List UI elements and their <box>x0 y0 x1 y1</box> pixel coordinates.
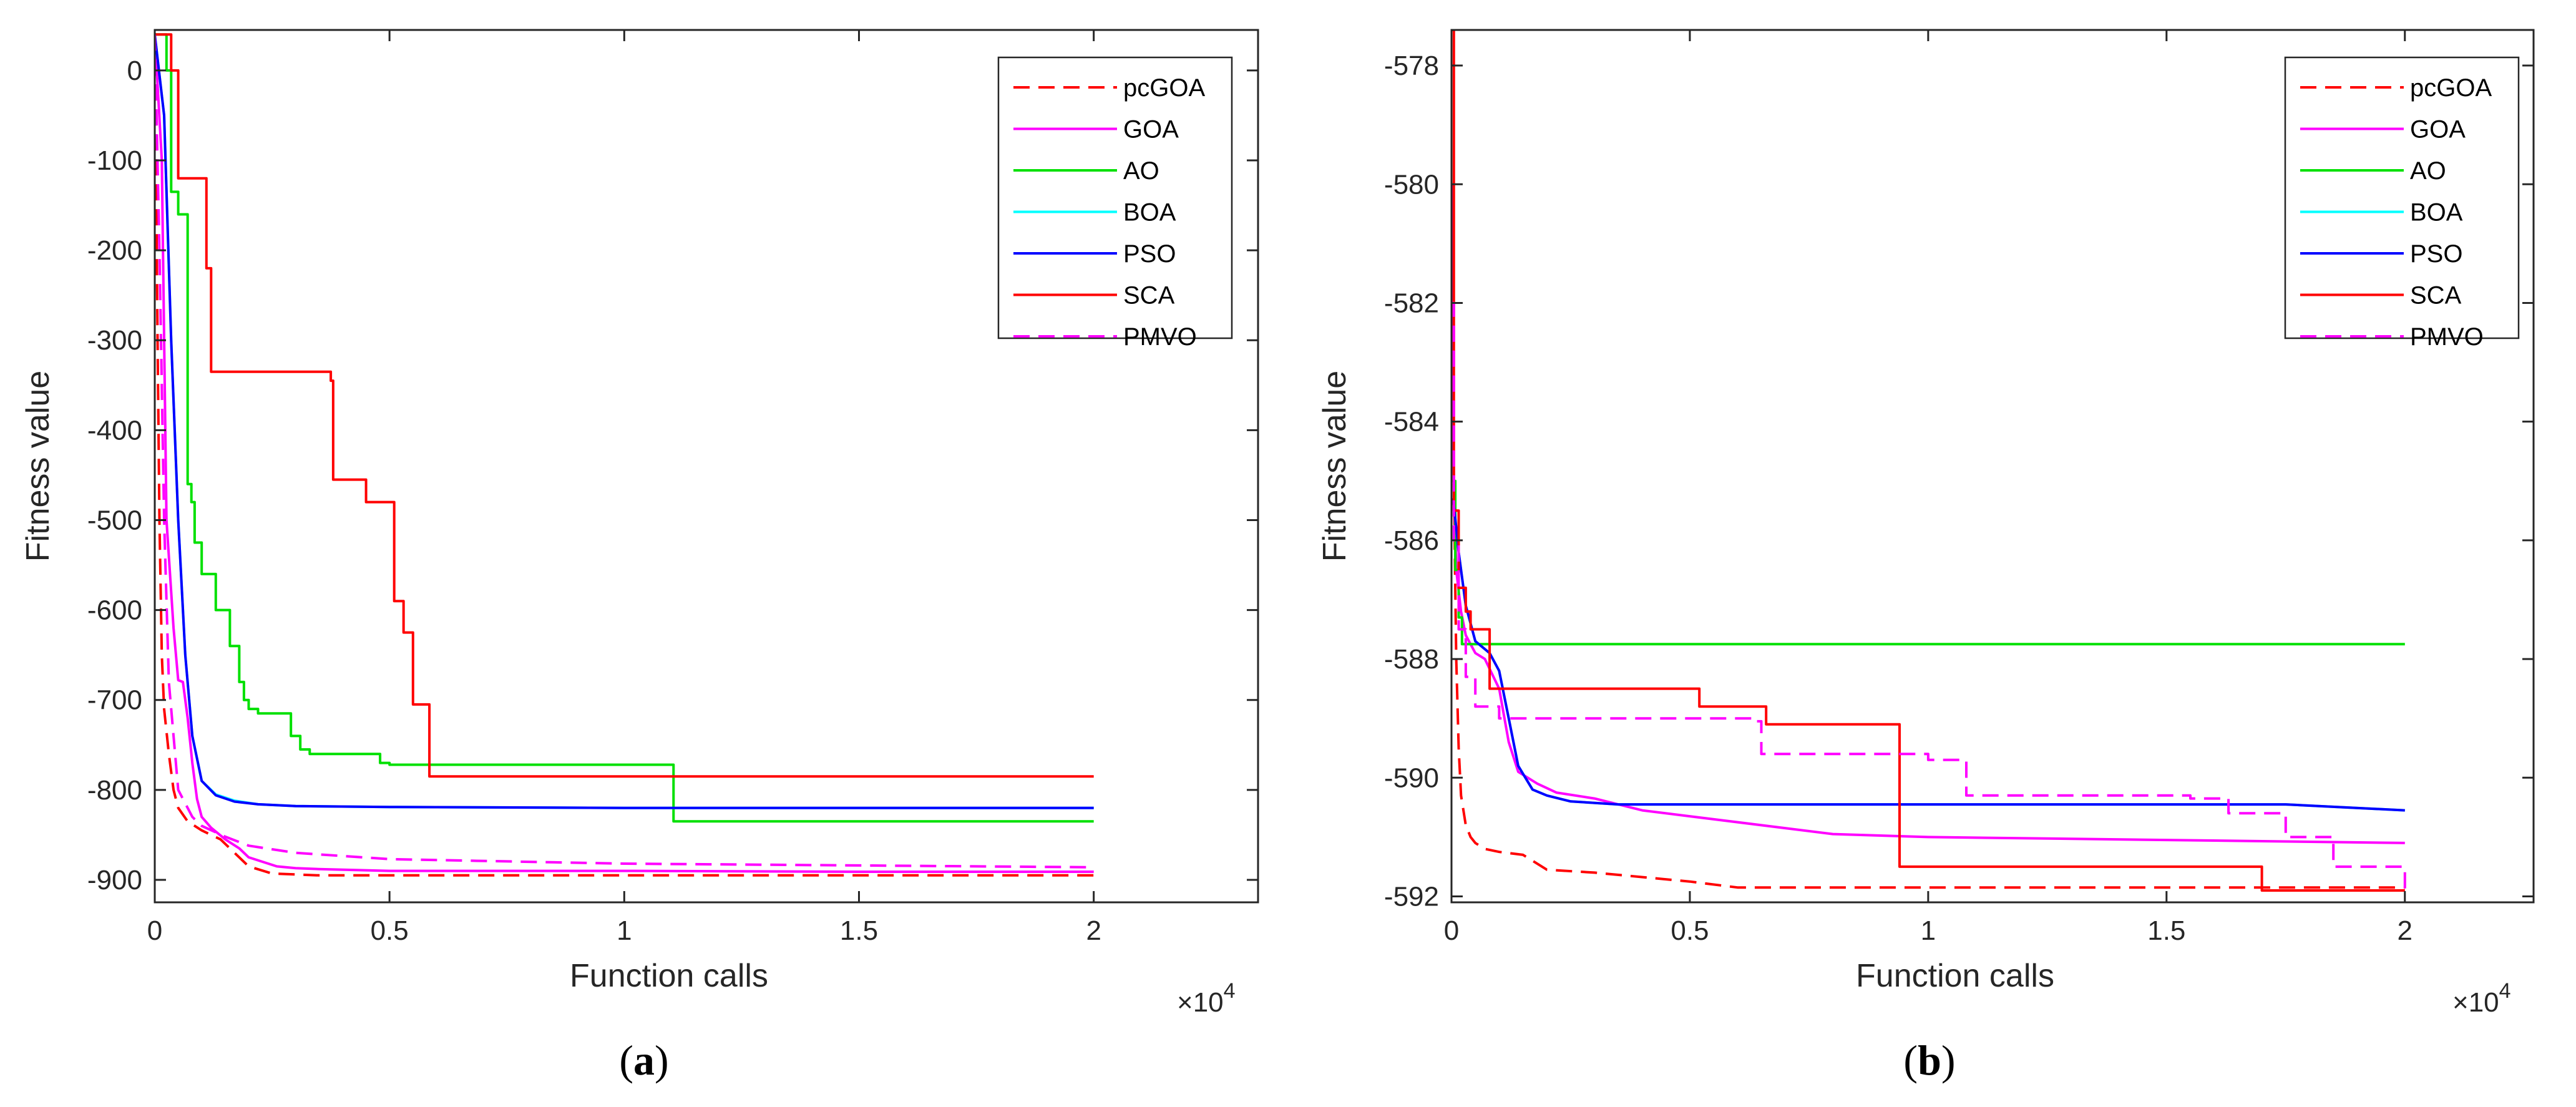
legend-label-pmvo: PMVO <box>1123 323 1197 351</box>
legend-label-pmvo: PMVO <box>2410 323 2484 351</box>
legend-label-pcgoa: pcGOA <box>2410 74 2492 102</box>
chart-b: 0 0.5 1 1.5 2 -578 -580 -582 -584 -586 -588 -590 -59… <box>1317 29 2535 1018</box>
x-tick-label: 2 <box>1086 915 1101 946</box>
x-tick-label: 2 <box>2398 915 2413 946</box>
y-tick-label: -200 <box>87 235 142 266</box>
x-tick-label: 1 <box>1921 915 1936 946</box>
series-group <box>1451 30 2406 892</box>
y-tick-label: -800 <box>87 775 142 806</box>
multiplier-exponent: 4 <box>1224 979 1236 1003</box>
x-axis-label: Function calls <box>1856 958 2054 994</box>
legend-label-ao: AO <box>2410 157 2446 185</box>
legend-label-pso: PSO <box>2410 240 2462 268</box>
legend-box <box>2284 56 2520 339</box>
legend-label-goa: GOA <box>1123 116 1179 144</box>
x-tick-label: 0 <box>147 915 162 946</box>
y-tick-label: -400 <box>87 415 142 446</box>
series-line-pcgoa <box>1451 184 2405 889</box>
legend-label-sca: SCA <box>2410 282 2462 310</box>
y-tick-label: -700 <box>87 685 142 716</box>
multiplier-base: ×10 <box>2452 987 2499 1018</box>
y-tick-label: -578 <box>1384 51 1439 81</box>
multiplier-exponent: 4 <box>2499 979 2511 1003</box>
chart-a: 0 0.5 1 1.5 2 0 -100 -200 -300 -400 -500 -600 -700 -8… <box>20 29 1259 1018</box>
y-tick-label: -592 <box>1384 881 1439 912</box>
y-tick-label: -100 <box>87 145 142 176</box>
y-tick-label: -580 <box>1384 169 1439 200</box>
y-tick-label: -586 <box>1384 525 1439 556</box>
y-tick-label: -582 <box>1384 288 1439 318</box>
y-tick-label: -500 <box>87 505 142 535</box>
y-tick-label: -584 <box>1384 407 1439 437</box>
series-group <box>155 33 1094 877</box>
y-tick-label: -900 <box>87 865 142 895</box>
axes-box <box>1450 29 2535 904</box>
legend-label-sca: SCA <box>1123 282 1175 310</box>
x-axis-multiplier: ×104 <box>1177 979 1236 1018</box>
x-tick-label: 0.5 <box>371 915 409 946</box>
x-tick-label: 1.5 <box>2147 915 2185 946</box>
x-tick-label: 0 <box>1444 915 1459 946</box>
legend-label-ao: AO <box>1123 157 1159 185</box>
series-line-pmvo <box>155 34 1094 869</box>
y-tick-label: -600 <box>87 595 142 626</box>
y-tick-label: 0 <box>127 56 142 86</box>
series-line-goa <box>1451 184 2405 844</box>
series-line-pcgoa <box>155 34 1094 877</box>
axes-box <box>154 29 1259 904</box>
caption-b: (b) <box>1903 1036 1956 1084</box>
series-line-pmvo <box>1451 301 2406 890</box>
legend-label-pcgoa: pcGOA <box>1123 74 1205 102</box>
legend: pcGOA GOA AO BOA PSO SCA PMVO <box>2284 56 2520 351</box>
x-tick-label: 1.5 <box>840 915 878 946</box>
x-axis-multiplier: ×104 <box>2452 979 2511 1018</box>
y-axis-label: Fitness value <box>20 371 56 562</box>
series-line-sca <box>155 33 1094 778</box>
legend-label-pso: PSO <box>1123 240 1176 268</box>
series-line-ao <box>1451 479 2405 646</box>
multiplier-base: ×10 <box>1177 987 1224 1018</box>
x-tick-label: 0.5 <box>1671 915 1709 946</box>
x-axis-label: Function calls <box>570 958 768 994</box>
y-axis-label: Fitness value <box>1317 371 1353 562</box>
legend-label-goa: GOA <box>2410 116 2466 144</box>
x-tick-label: 1 <box>617 915 632 946</box>
legend-label-boa: BOA <box>2410 199 2463 227</box>
y-tick-label: -590 <box>1384 763 1439 793</box>
y-tick-label: -588 <box>1384 644 1439 675</box>
series-line-ao <box>155 33 1094 823</box>
series-line-pso <box>155 34 1094 809</box>
y-tick-label: -300 <box>87 325 142 356</box>
series-line-goa <box>155 34 1094 873</box>
legend: pcGOA GOA AO BOA PSO SCA PMVO <box>997 56 1233 351</box>
caption-a: (a) <box>619 1036 669 1084</box>
series-line-sca <box>1451 30 2405 892</box>
legend-box <box>997 56 1233 339</box>
legend-label-boa: BOA <box>1123 199 1176 227</box>
